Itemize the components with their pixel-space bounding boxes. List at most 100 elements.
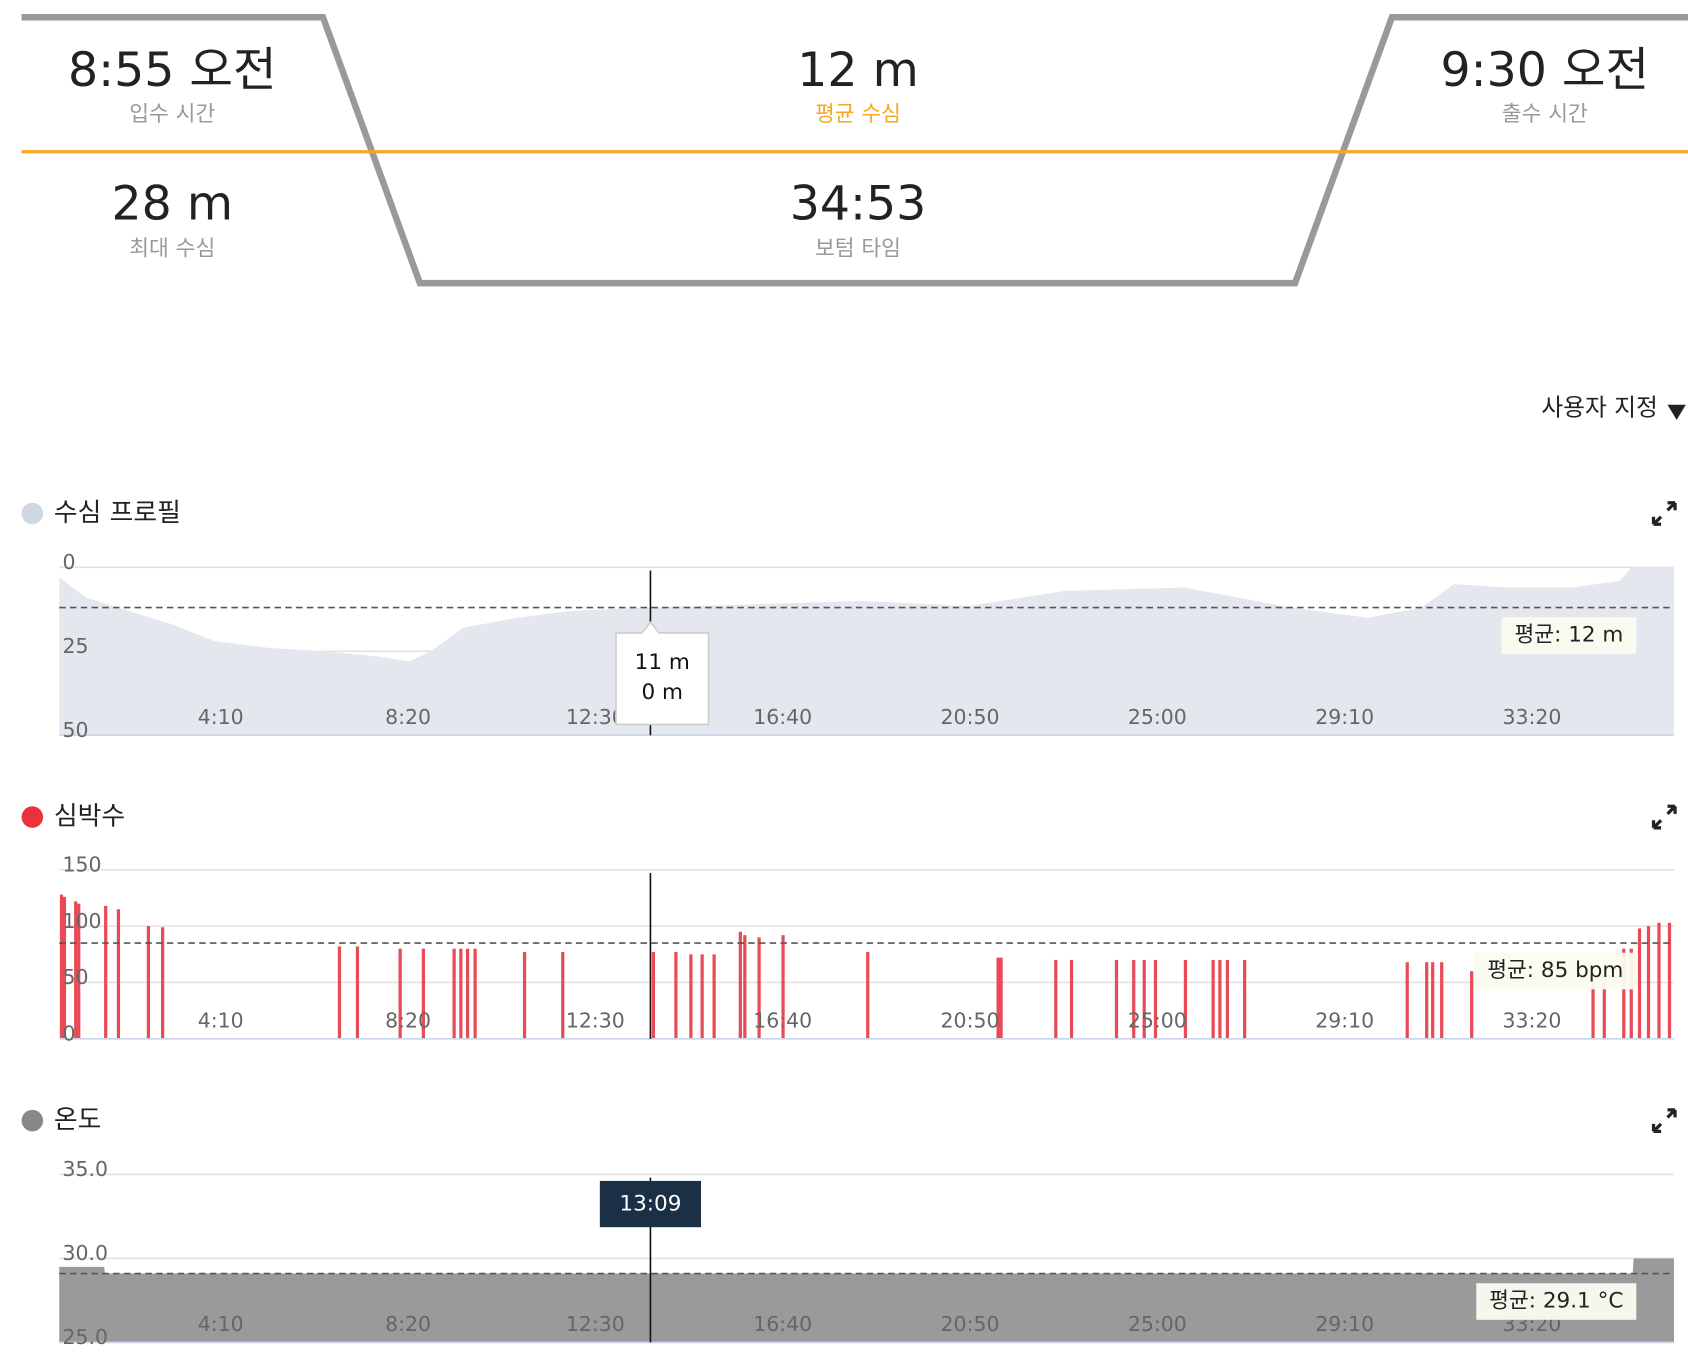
bar [1054,959,1058,1039]
bar [355,946,360,1039]
average-label: 평균: 29.1 °C [1489,1289,1623,1314]
bar [104,905,108,1039]
bar [999,957,1003,1039]
bar [1211,959,1215,1039]
y-tick-label: 25 [62,634,88,658]
menu-label[interactable]: 사용자 지정 [1541,394,1657,422]
bar [337,946,342,1039]
bar [674,952,678,1039]
cursor-badge [599,1180,702,1228]
bar [1405,962,1409,1039]
bar [700,954,704,1039]
expand-icon[interactable] [1651,1108,1677,1134]
bar [651,952,656,1039]
x-tick-label: 4:10 [198,705,244,729]
exit-time-label: 출수 시간 [1502,102,1588,127]
bar [1622,948,1626,1039]
bar [1431,962,1435,1039]
bar [77,903,81,1039]
bar [1591,982,1595,1039]
tooltip [615,620,710,726]
y-tick-label: 30.0 [62,1241,108,1265]
expand-button[interactable] [1651,1108,1677,1134]
bar [712,954,716,1039]
bar [1470,971,1474,1039]
entry-time-label: 입수 시간 [129,102,215,127]
section-title: 온도 [54,1105,102,1135]
x-tick-label: 33:20 [1503,705,1562,729]
x-tick-label: 8:20 [385,1009,431,1033]
section-title: 심박수 [54,802,125,832]
bar [1225,959,1230,1039]
bar [1153,959,1158,1039]
bar [459,948,463,1039]
tooltip-text: 11 m [635,650,690,675]
x-tick-label: 20:50 [941,705,1000,729]
x-tick-label: 25:00 [1128,705,1187,729]
bar [62,896,67,1039]
x-tick-label: 25:00 [1128,1009,1187,1033]
average-label: 평균: 85 bpm [1487,958,1623,983]
x-tick-label: 8:20 [385,705,431,729]
profile-outline [21,13,1688,287]
y-tick-label: 35.0 [62,1157,108,1181]
bar [452,948,456,1039]
bar [866,952,870,1039]
bar [561,952,565,1039]
menu-arrow[interactable] [1667,404,1686,420]
y-tick-label: 50 [62,965,88,989]
expand-icon[interactable] [1651,804,1677,830]
x-tick-label: 25:00 [1128,1312,1187,1336]
expand-icon[interactable] [1651,501,1677,526]
tooltip-text: 0 m [642,680,684,705]
bar [1142,959,1146,1039]
bar [1440,962,1444,1039]
custom-menu[interactable]: 사용자 지정 [1541,394,1686,422]
bar [689,954,693,1039]
average-badge [1476,1283,1637,1320]
bar [1243,959,1247,1039]
y-tick-label: 50 [62,718,88,742]
bar [161,927,165,1039]
bar [781,935,785,1039]
max-depth-label: 최대 수심 [129,237,215,262]
bar [1114,959,1119,1039]
bar [465,948,470,1039]
bottom-time: 34:53 [790,177,926,232]
x-tick-label: 4:10 [198,1312,244,1336]
bar [116,909,121,1039]
x-tick-label: 16:40 [753,1312,812,1336]
y-tick-label: 150 [62,853,101,877]
x-tick-label: 4:10 [198,1009,244,1033]
x-tick-label: 29:10 [1315,1009,1374,1033]
exit-time: 9:30 오전 [1441,43,1650,98]
area [59,567,1674,736]
x-tick-label: 8:20 [385,1312,431,1336]
x-tick-label: 12:30 [566,1312,625,1336]
section-dot [21,1109,44,1132]
bar [522,952,527,1039]
x-tick-label: 29:10 [1315,705,1374,729]
bar [1425,962,1429,1039]
entry-time: 8:55 오전 [68,43,277,98]
expand-button[interactable] [1651,501,1677,526]
section-dot [21,806,44,828]
average-label: 평균: 12 m [1515,623,1624,648]
x-tick-label: 33:20 [1503,1009,1562,1033]
bar [1183,959,1188,1039]
bar [1637,928,1642,1039]
avg-depth: 12 m [797,43,918,98]
x-tick-label: 29:10 [1315,1312,1374,1336]
bar [74,901,78,1039]
y-tick-label: 25.0 [62,1325,108,1349]
bar [1667,922,1672,1039]
cursor-label: 13:09 [619,1192,681,1217]
section-dot [21,502,44,525]
avg-depth-label: 평균 수심 [815,102,901,127]
expand-button[interactable] [1651,804,1677,830]
bar [1602,982,1606,1039]
average-badge [1501,617,1637,654]
x-tick-label: 20:50 [941,1312,1000,1336]
y-tick-label: 0 [62,1022,75,1046]
